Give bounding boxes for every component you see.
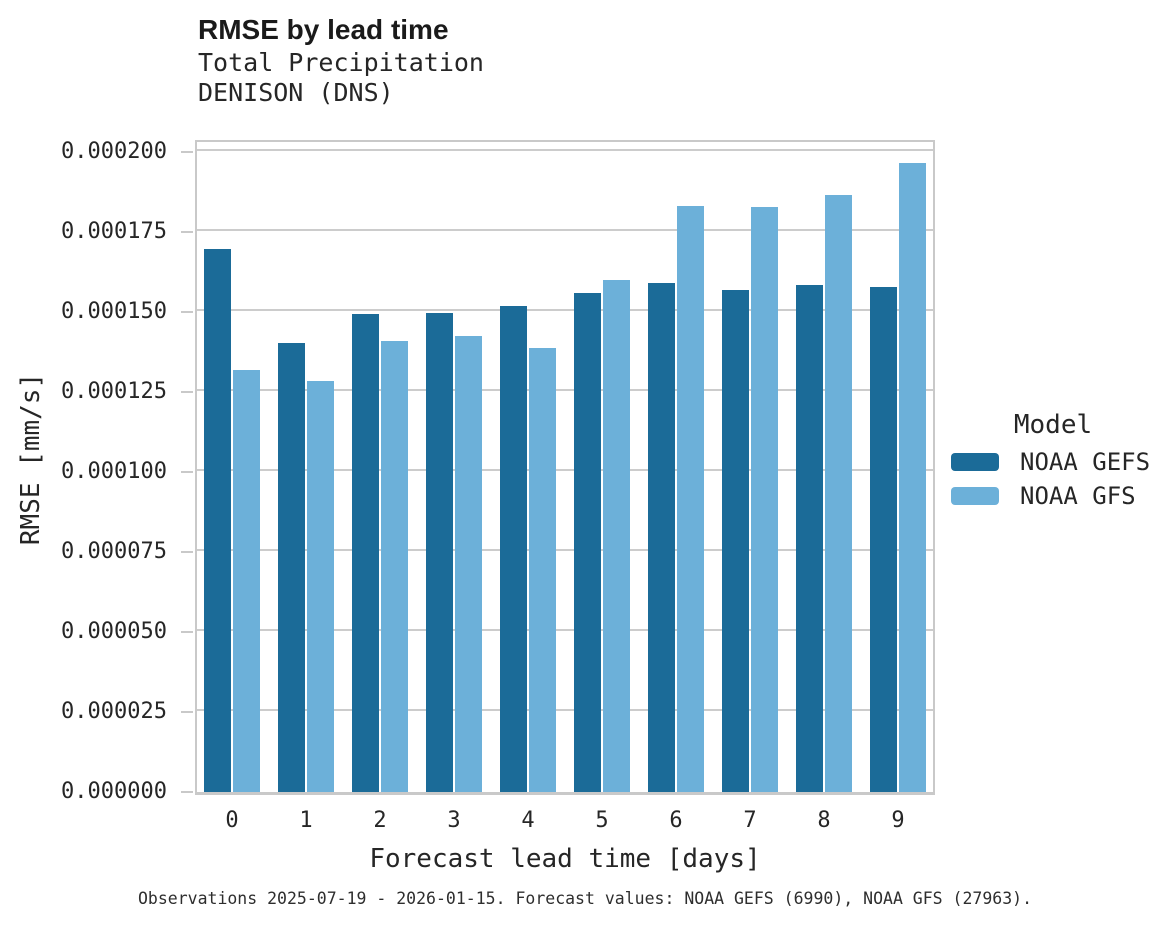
y-gridline (197, 149, 933, 151)
bar-noaa-gefs-lead-6 (648, 283, 675, 792)
bar-noaa-gfs-lead-3 (455, 336, 482, 792)
bar-noaa-gfs-lead-9 (899, 163, 926, 792)
legend-entry-noaa-gefs: NOAA GEFS (951, 448, 1151, 476)
legend-entry-noaa-gfs: NOAA GFS (951, 482, 1136, 510)
legend-swatch-noaa-gfs (951, 487, 999, 505)
bar-noaa-gefs-lead-5 (574, 293, 601, 792)
bar-noaa-gefs-lead-3 (426, 313, 453, 792)
y-tick (181, 631, 193, 633)
y-tick (181, 791, 193, 793)
bar-noaa-gfs-lead-8 (825, 195, 852, 792)
x-axis-title: Forecast lead time [days] (369, 844, 761, 874)
bar-noaa-gfs-lead-2 (381, 341, 408, 792)
x-tick-label: 4 (521, 808, 535, 833)
x-tick-label: 5 (595, 808, 609, 833)
bar-noaa-gefs-lead-4 (500, 306, 527, 792)
x-tick-label: 6 (669, 808, 683, 833)
bar-noaa-gfs-lead-6 (677, 206, 704, 792)
y-tick-label: 0.000050 (61, 619, 167, 644)
y-gridline (197, 629, 933, 631)
x-tick-label: 0 (225, 808, 239, 833)
x-tick-label: 1 (299, 808, 313, 833)
y-tick-label: 0.000000 (61, 779, 167, 804)
y-tick (181, 311, 193, 313)
plot-panel (195, 140, 935, 795)
y-tick-label: 0.000200 (61, 139, 167, 164)
y-tick-label: 0.000025 (61, 699, 167, 724)
bar-noaa-gefs-lead-2 (352, 314, 379, 792)
bar-noaa-gfs-lead-1 (307, 381, 334, 792)
y-tick (181, 391, 193, 393)
x-tick-label: 7 (743, 808, 757, 833)
y-tick-label: 0.000150 (61, 299, 167, 324)
x-tick-label: 8 (817, 808, 831, 833)
bar-noaa-gefs-lead-9 (870, 287, 897, 792)
y-tick-label: 0.000175 (61, 219, 167, 244)
bar-noaa-gefs-lead-8 (796, 285, 823, 792)
x-tick-label: 9 (891, 808, 905, 833)
legend-title: Model (1013, 410, 1093, 440)
y-tick (181, 471, 193, 473)
y-tick (181, 551, 193, 553)
y-tick (181, 711, 193, 713)
y-tick-label: 0.000075 (61, 539, 167, 564)
y-gridline (197, 229, 933, 231)
legend-label-noaa-gefs: NOAA GEFS (1020, 448, 1151, 476)
y-gridline (197, 469, 933, 471)
bar-noaa-gfs-lead-4 (529, 348, 556, 792)
legend-label-noaa-gfs: NOAA GFS (1020, 482, 1136, 510)
bar-noaa-gefs-lead-0 (204, 249, 231, 792)
chart-subtitle-variable: Total Precipitation (198, 48, 484, 77)
legend-swatch-noaa-gefs (951, 453, 999, 471)
bar-noaa-gfs-lead-0 (233, 370, 260, 792)
x-tick-label: 3 (447, 808, 461, 833)
y-gridline (197, 709, 933, 711)
bar-noaa-gefs-lead-7 (722, 290, 749, 792)
chart-title: RMSE by lead time (198, 14, 449, 45)
y-tick (181, 231, 193, 233)
y-gridline (197, 309, 933, 311)
bar-noaa-gefs-lead-1 (278, 343, 305, 792)
bar-noaa-gfs-lead-5 (603, 280, 630, 792)
y-gridline (197, 549, 933, 551)
x-tick-label: 2 (373, 808, 387, 833)
y-gridline (197, 389, 933, 391)
y-tick-label: 0.000100 (61, 459, 167, 484)
y-tick-label: 0.000125 (61, 379, 167, 404)
bar-noaa-gfs-lead-7 (751, 207, 778, 792)
caption: Observations 2025-07-19 - 2026-01-15. Fo… (137, 889, 1033, 908)
y-tick (181, 151, 193, 153)
chart-subtitle-station: DENISON (DNS) (198, 78, 394, 107)
